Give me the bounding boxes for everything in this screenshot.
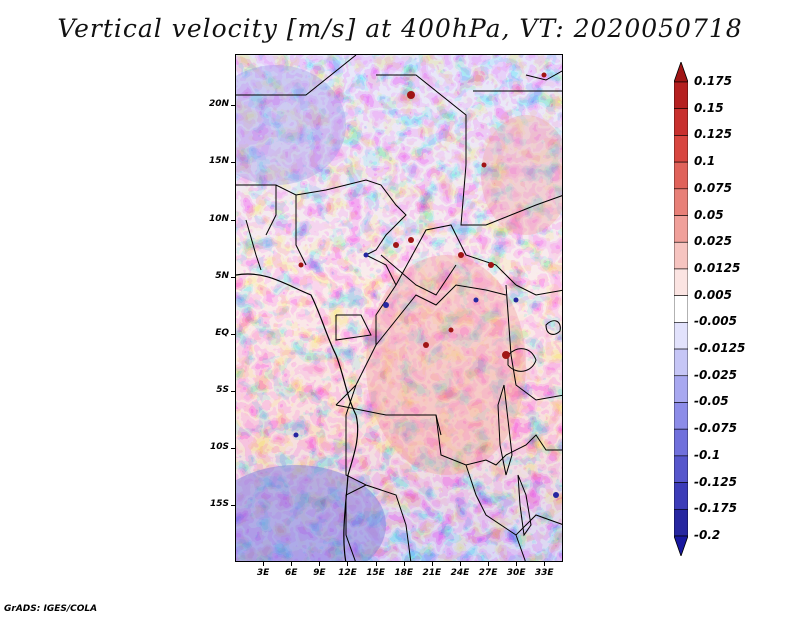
colorbar-segment xyxy=(674,241,688,270)
colorbar-label: -0.175 xyxy=(694,501,737,516)
colorbar-label: 0.1 xyxy=(694,154,716,169)
map-svg xyxy=(236,55,562,561)
colorbar-label: -0.025 xyxy=(694,367,737,382)
lon-tick xyxy=(263,562,265,566)
colorbar-segment xyxy=(674,348,688,377)
lon-tick xyxy=(459,562,461,566)
colorbar xyxy=(674,62,688,556)
map-panel xyxy=(235,54,563,562)
lon-tick xyxy=(403,562,405,566)
country-borders xyxy=(236,55,562,561)
colorbar-segment xyxy=(674,508,688,537)
colorbar-label: 0.005 xyxy=(694,287,732,302)
colorbar-label: -0.0125 xyxy=(694,341,746,356)
central-ascent-area xyxy=(366,255,526,475)
colorbar-segment xyxy=(674,188,688,216)
southwest-descent-area xyxy=(236,465,386,561)
lat-tick xyxy=(231,276,235,278)
colorbar-label: -0.05 xyxy=(694,394,729,409)
lat-label: 15S xyxy=(209,498,229,509)
colorbar-segment xyxy=(674,268,688,296)
colorbar-segment xyxy=(674,402,688,430)
lat-label: 5S xyxy=(216,384,229,395)
colorbar-label: -0.2 xyxy=(694,528,721,542)
colorbar-label: 0.05 xyxy=(694,207,724,222)
chart-title: Vertical velocity [m/s] at 400hPa, VT: 2… xyxy=(57,14,743,43)
colorbar-segment xyxy=(674,161,688,190)
lat-label: 5N xyxy=(215,270,229,281)
lat-tick xyxy=(231,219,235,221)
lat-label: 20N xyxy=(208,99,229,110)
lon-label: 24E xyxy=(450,568,470,578)
colorbar-segment xyxy=(674,81,688,110)
colorbar-label: 0.0125 xyxy=(694,260,741,275)
colorbar-segment xyxy=(674,135,688,163)
lon-label: 15E xyxy=(366,568,385,578)
colorbar-label: 0.025 xyxy=(694,234,732,249)
lat-tick xyxy=(231,504,235,506)
lon-tick xyxy=(291,562,293,566)
colorbar-segment xyxy=(674,108,688,136)
footer-credit: GrADS: IGES/COLA xyxy=(4,604,98,614)
colorbar-label: 0.15 xyxy=(694,100,724,115)
lat-tick xyxy=(231,333,235,335)
colorbar-segment xyxy=(674,322,688,350)
lon-tick xyxy=(319,562,321,566)
colorbar-label: 0.175 xyxy=(694,74,732,88)
lon-label: 9E xyxy=(313,568,326,578)
lakes xyxy=(497,320,561,537)
lat-tick xyxy=(231,105,235,107)
lon-tick xyxy=(488,562,490,566)
lon-label: 21E xyxy=(422,568,442,578)
lon-tick xyxy=(544,562,546,566)
lon-label: 30E xyxy=(506,568,526,578)
colorbar-bottom-triangle xyxy=(674,535,688,556)
lat-label: EQ xyxy=(215,327,229,338)
colorbar-label: -0.005 xyxy=(694,314,737,329)
lon-tick xyxy=(431,562,433,566)
strong-downdraft-spots xyxy=(293,252,559,498)
colorbar-label: -0.075 xyxy=(694,421,737,436)
coastline xyxy=(236,273,359,561)
lon-label: 33E xyxy=(534,568,554,578)
colorbar-segment xyxy=(674,375,688,403)
lat-tick xyxy=(231,162,235,164)
colorbar-label: 0.125 xyxy=(694,127,732,142)
lat-label: 10N xyxy=(208,213,229,224)
lat-tick xyxy=(231,447,235,449)
colorbar-segment xyxy=(674,295,688,323)
lon-tick xyxy=(516,562,518,566)
colorbar-segment xyxy=(674,428,688,457)
northeast-ascent-area xyxy=(481,115,562,235)
lon-label: 12E xyxy=(338,568,357,578)
lon-label: 18E xyxy=(394,568,414,578)
strong-updraft-spots xyxy=(298,72,547,359)
colorbar-segment xyxy=(674,215,688,243)
lon-label: 27E xyxy=(478,568,498,578)
lon-tick xyxy=(347,562,349,566)
lat-label: 10S xyxy=(209,441,229,452)
colorbar-label: 0.075 xyxy=(694,180,732,195)
lat-tick xyxy=(231,390,235,392)
colorbar-label: -0.1 xyxy=(694,447,721,462)
lat-label: 15N xyxy=(208,156,229,167)
lon-label: 3E xyxy=(256,568,270,578)
lon-tick xyxy=(375,562,377,566)
colorbar-label: -0.125 xyxy=(694,474,737,489)
colorbar-segment xyxy=(674,482,688,510)
colorbar-segment xyxy=(674,455,688,483)
colorbar-top-triangle xyxy=(674,62,688,83)
lon-label: 6E xyxy=(285,568,298,578)
